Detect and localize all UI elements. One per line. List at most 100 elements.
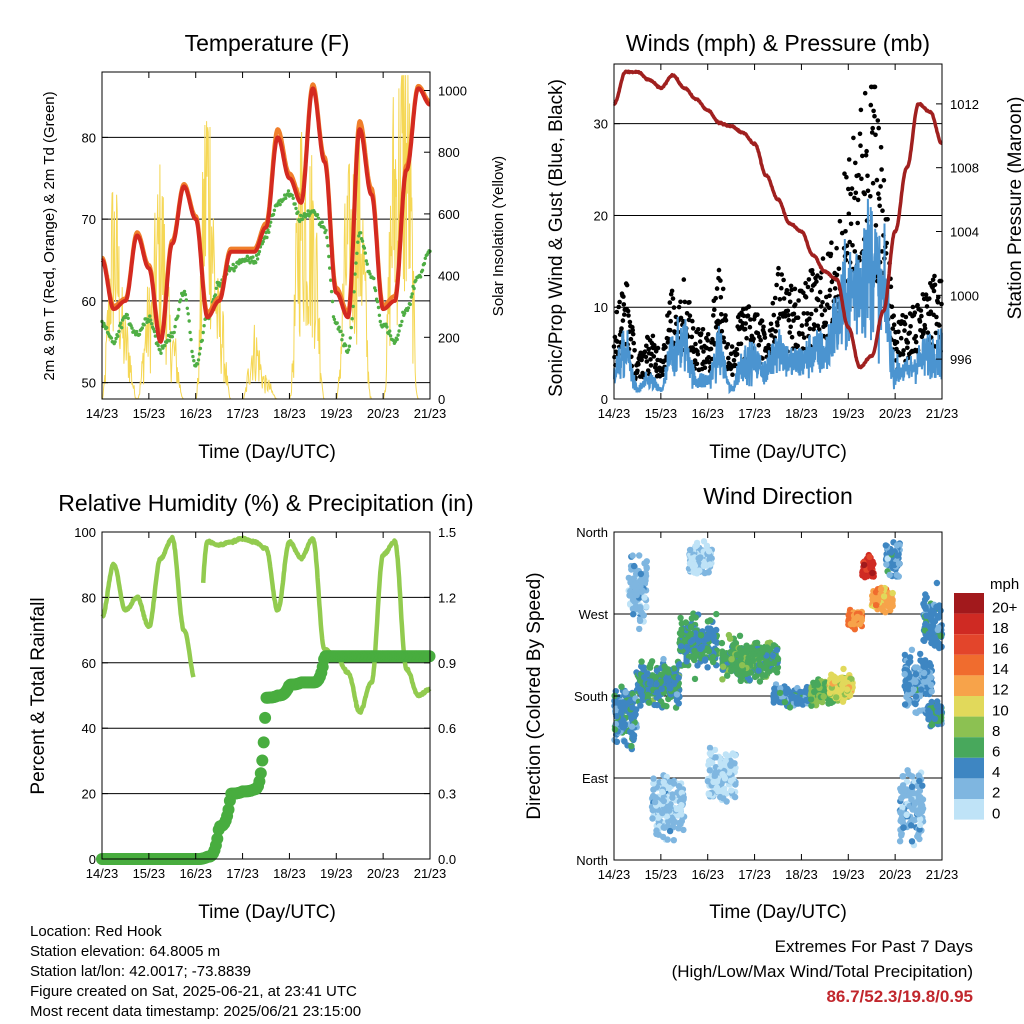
gust-point — [857, 131, 863, 137]
direction-point — [700, 562, 707, 570]
recent-timestamp: Most recent data timestamp: 2025/06/21 2… — [30, 1003, 362, 1020]
direction-point — [723, 798, 730, 805]
dewpoint-point — [353, 272, 357, 276]
dewpoint-point — [410, 292, 414, 296]
dewpoint-point — [250, 259, 254, 263]
direction-point — [692, 543, 699, 550]
dewpoint-point — [372, 276, 376, 281]
direction-point — [860, 561, 868, 569]
gust-point — [687, 300, 692, 305]
dewpoint-point — [151, 327, 156, 331]
x-tick-label: 16/23 — [179, 866, 212, 881]
gust-point — [913, 339, 919, 345]
gust-point — [820, 300, 825, 305]
dewpoint-point — [365, 262, 369, 266]
dewpoint-point — [109, 336, 114, 340]
x-tick-label: 17/23 — [226, 406, 259, 421]
legend-label: 10 — [992, 702, 1009, 719]
gust-point — [772, 295, 778, 301]
gust-point — [786, 313, 791, 318]
direction-point — [918, 686, 925, 693]
direction-point — [683, 643, 691, 651]
gust-point — [875, 118, 881, 123]
direction-point — [727, 777, 735, 785]
direction-point — [837, 687, 844, 694]
dewpoint-point — [409, 295, 413, 299]
humidity-right-ticks: 0.0 0.3 0.6 0.9 1.2 1.5 — [424, 525, 456, 867]
direction-point — [899, 773, 907, 780]
gust-point — [920, 292, 926, 297]
direction-point — [720, 656, 727, 663]
direction-point — [916, 835, 923, 843]
dewpoint-point — [327, 254, 331, 259]
gust-point — [809, 311, 814, 317]
direction-point — [700, 538, 708, 545]
dewpoint-point — [195, 362, 200, 366]
direction-point — [882, 542, 889, 549]
legend-swatch — [954, 778, 984, 799]
dewpoint-point — [254, 260, 258, 265]
dewpoint-point — [322, 226, 326, 230]
legend-swatch — [954, 716, 984, 738]
dewpoint-point — [364, 259, 368, 263]
dewpoint-point — [423, 256, 427, 260]
direction-point — [713, 778, 721, 785]
gust-point — [801, 311, 807, 316]
dewpoint-point — [299, 213, 303, 218]
x-tick-label: 14/23 — [86, 866, 119, 881]
direction-point — [730, 643, 737, 650]
direction-point — [709, 653, 717, 661]
temperature-xlabel: Time (Day/UTC) — [198, 442, 336, 463]
dewpoint-point — [395, 337, 399, 342]
x-tick-label: 19/23 — [320, 866, 353, 881]
gust-point — [912, 310, 918, 316]
direction-point — [736, 632, 744, 639]
direction-point — [630, 562, 638, 570]
direction-point — [888, 549, 895, 556]
gust-point — [789, 334, 795, 340]
dewpoint-point — [400, 319, 404, 324]
gust-point — [743, 321, 748, 326]
direction-point — [814, 681, 821, 688]
dewpoint-point — [213, 293, 218, 297]
gust-point — [852, 249, 858, 254]
humidity-title: Relative Humidity (%) & Precipitation (i… — [58, 490, 473, 516]
dewpoint-point — [150, 322, 154, 326]
extremes-title: Extremes For Past 7 Days — [774, 937, 973, 956]
gust-point — [747, 324, 753, 330]
humidity-panel: Relative Humidity (%) & Precipitation (i… — [28, 490, 474, 923]
direction-point — [713, 784, 721, 791]
gust-point — [734, 352, 740, 357]
temperature-series — [100, 75, 432, 400]
direction-point — [744, 658, 752, 665]
gust-point — [843, 229, 848, 234]
gust-point — [923, 292, 929, 298]
gust-point — [805, 311, 810, 316]
direction-point — [728, 787, 735, 794]
gust-point — [864, 148, 869, 154]
direction-point — [913, 808, 920, 815]
dewpoint-point — [125, 313, 129, 317]
direction-point — [774, 655, 782, 663]
direction-point — [691, 562, 699, 570]
direction-point — [843, 686, 851, 693]
dewpoint-point — [300, 217, 305, 221]
gust-point — [848, 221, 854, 227]
direction-point — [650, 786, 657, 793]
direction-point — [900, 824, 907, 831]
x-tick-label: 18/23 — [273, 866, 306, 881]
gust-point — [800, 331, 805, 337]
x-tick-label: 16/23 — [691, 867, 724, 882]
gust-point — [815, 273, 820, 278]
gust-point — [836, 266, 842, 272]
gust-point — [712, 307, 717, 313]
gust-point — [879, 167, 884, 172]
gust-point — [870, 180, 876, 186]
direction-point — [646, 680, 653, 687]
legend-swatch — [954, 613, 984, 635]
gust-point — [632, 348, 637, 353]
direction-point — [677, 614, 684, 622]
dewpoint-point — [119, 321, 123, 325]
gust-point — [779, 272, 784, 277]
